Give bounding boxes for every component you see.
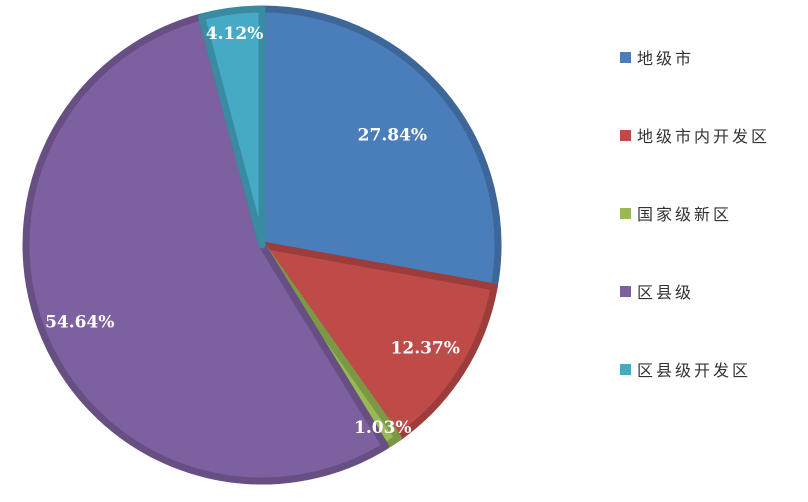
- pie-slice-5: [198, 5, 266, 249]
- legend-swatch-1: [620, 51, 631, 63]
- slice-label-5: 4.12%: [206, 24, 264, 44]
- slice-label-2: 12.37%: [391, 338, 460, 358]
- legend-label-4: 区县级: [637, 283, 695, 302]
- slice-label-1: 27.84%: [358, 126, 427, 146]
- legend-label-2: 地级市内开发区: [637, 127, 771, 146]
- legend-item-4: 区县级: [620, 252, 770, 330]
- legend-label-5: 区县级开发区: [637, 361, 752, 380]
- legend-item-5: 区县级开发区: [620, 330, 770, 408]
- slice-label-4: 54.64%: [45, 313, 114, 333]
- legend-item-1: 地级市: [620, 18, 770, 96]
- legend-item-2: 地级市内开发区: [620, 96, 770, 174]
- legend-label-1: 地级市: [637, 49, 695, 68]
- legend-swatch-5: [620, 363, 631, 375]
- pie-slices: [22, 5, 502, 485]
- pie-slice-1: [258, 5, 502, 291]
- legend-swatch-4: [620, 285, 631, 297]
- legend-swatch-3: [620, 207, 631, 219]
- legend-swatch-2: [620, 129, 631, 141]
- pie-labels: 27.84% 12.37% 1.03% 54.64% 4.12%: [45, 24, 460, 438]
- legend: 地级市 地级市内开发区 国家级新区 区县级 区县级开发区: [620, 18, 770, 408]
- pie-slice-2: [258, 241, 498, 442]
- pie-slice-4: [22, 13, 389, 485]
- legend-item-3: 国家级新区: [620, 174, 770, 252]
- slice-label-3: 1.03%: [354, 418, 412, 438]
- legend-label-3: 国家级新区: [637, 205, 733, 224]
